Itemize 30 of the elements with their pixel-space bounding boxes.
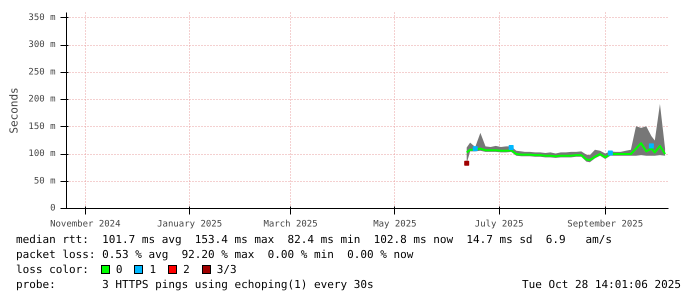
y-tick-label: 250 m: [28, 67, 56, 78]
point: [472, 146, 478, 152]
text: packet loss: 0.53 % avg 92.20 % max 0.00 % min 0.00 % now: [16, 247, 414, 262]
text: median rtt: 101.7 ms avg 153.4 ms max 82.4 ms min 102.8 ms now 14.7 ms sd 6.9 am/s: [16, 232, 614, 247]
legend-label: 0: [116, 263, 122, 276]
text: Tue Oct 28 14:01:06 2025: [522, 277, 681, 292]
y-axis-title: Seconds: [7, 87, 20, 134]
point: [608, 150, 613, 156]
point: [648, 143, 654, 148]
y-tick-label: 350 m: [28, 12, 56, 23]
legend-label: 2: [183, 263, 190, 276]
legend-label: 1: [149, 263, 156, 276]
legend-label: 3/3: [216, 263, 237, 276]
x-tick-label: September 2025: [567, 220, 644, 230]
y-tick-label: 300 m: [28, 40, 56, 50]
x-tick-label: May 2025: [373, 220, 417, 230]
y-tick-label: 150 m: [28, 122, 56, 132]
legend-title: loss color:: [16, 263, 89, 276]
line-series: [466, 142, 666, 162]
y-tick-label: 0: [50, 204, 56, 214]
y-tick-label: 100 m: [28, 149, 56, 160]
point: [464, 160, 470, 166]
x-tick-label: January 2025: [157, 220, 222, 230]
y-tick-label: 200 m: [28, 94, 56, 105]
text: probe: 3 HTTPS pings using echoping(1) every 30s: [16, 277, 374, 292]
x-tick-label: November 2024: [50, 220, 121, 230]
x-tick-label: July 2025: [474, 220, 524, 230]
point: [508, 145, 514, 150]
y-tick-label: 50 m: [34, 176, 56, 186]
x-tick-label: March 2025: [263, 220, 318, 230]
